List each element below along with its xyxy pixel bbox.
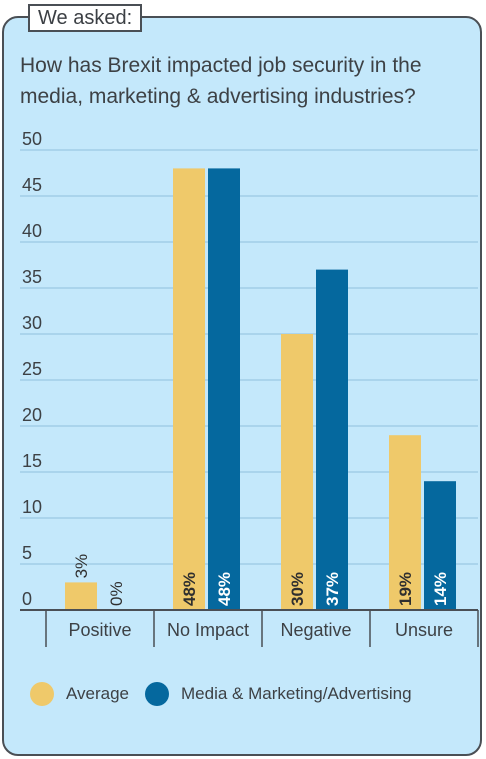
data-label: 37% xyxy=(323,572,342,606)
bar-media-unsure xyxy=(424,481,456,610)
y-tick-label: 10 xyxy=(22,497,42,517)
bar-media-negative xyxy=(316,269,348,610)
bar-average-no-impact xyxy=(173,168,205,610)
data-label: 3% xyxy=(72,554,91,579)
chart-card xyxy=(2,16,482,756)
data-label: 48% xyxy=(215,572,234,606)
x-tick-label: Negative xyxy=(280,620,351,640)
bar-average-unsure xyxy=(389,435,421,610)
legend: Average Media & Marketing/Advertising xyxy=(30,682,480,706)
y-tick-label: 30 xyxy=(22,313,42,333)
y-tick-label: 20 xyxy=(22,405,42,425)
bar-average-negative xyxy=(281,334,313,610)
x-tick-label: Unsure xyxy=(395,620,453,640)
legend-label-average: Average xyxy=(66,684,130,703)
x-tick-label: No Impact xyxy=(167,620,249,640)
legend-swatch-media xyxy=(145,682,170,706)
data-label: 19% xyxy=(396,572,415,606)
y-tick-label: 40 xyxy=(22,221,42,241)
data-label: 48% xyxy=(180,572,199,606)
data-label: 0% xyxy=(107,581,126,606)
bar-media-no-impact xyxy=(208,168,240,610)
y-tick-label: 50 xyxy=(22,129,42,149)
x-tick-label: Positive xyxy=(68,620,131,640)
y-tick-label: 15 xyxy=(22,451,42,471)
data-label: 30% xyxy=(288,572,307,606)
bars: 3% 0% 48% 48% 30% 37% 19% 14% xyxy=(65,168,456,610)
x-axis: Positive No Impact Negative Unsure xyxy=(20,609,479,647)
we-asked-tag: We asked: xyxy=(28,4,143,32)
y-tick-label: 45 xyxy=(22,175,42,195)
chart-question: How has Brexit impacted job security in … xyxy=(20,54,422,108)
legend-item-average: Average xyxy=(30,682,129,706)
y-tick-label: 35 xyxy=(22,267,42,287)
y-tick-label: 25 xyxy=(22,359,42,379)
legend-item-media: Media & Marketing/Advertising xyxy=(145,682,412,706)
legend-swatch-average xyxy=(30,682,54,706)
bar-average-positive xyxy=(65,582,97,610)
y-tick-label: 5 xyxy=(22,543,32,563)
y-axis-ticks: 0 5 10 15 20 25 30 35 40 45 50 xyxy=(22,129,42,609)
y-tick-label: 0 xyxy=(22,589,32,609)
legend-label-media: Media & Marketing/Advertising xyxy=(181,684,412,703)
data-label: 14% xyxy=(431,572,450,606)
